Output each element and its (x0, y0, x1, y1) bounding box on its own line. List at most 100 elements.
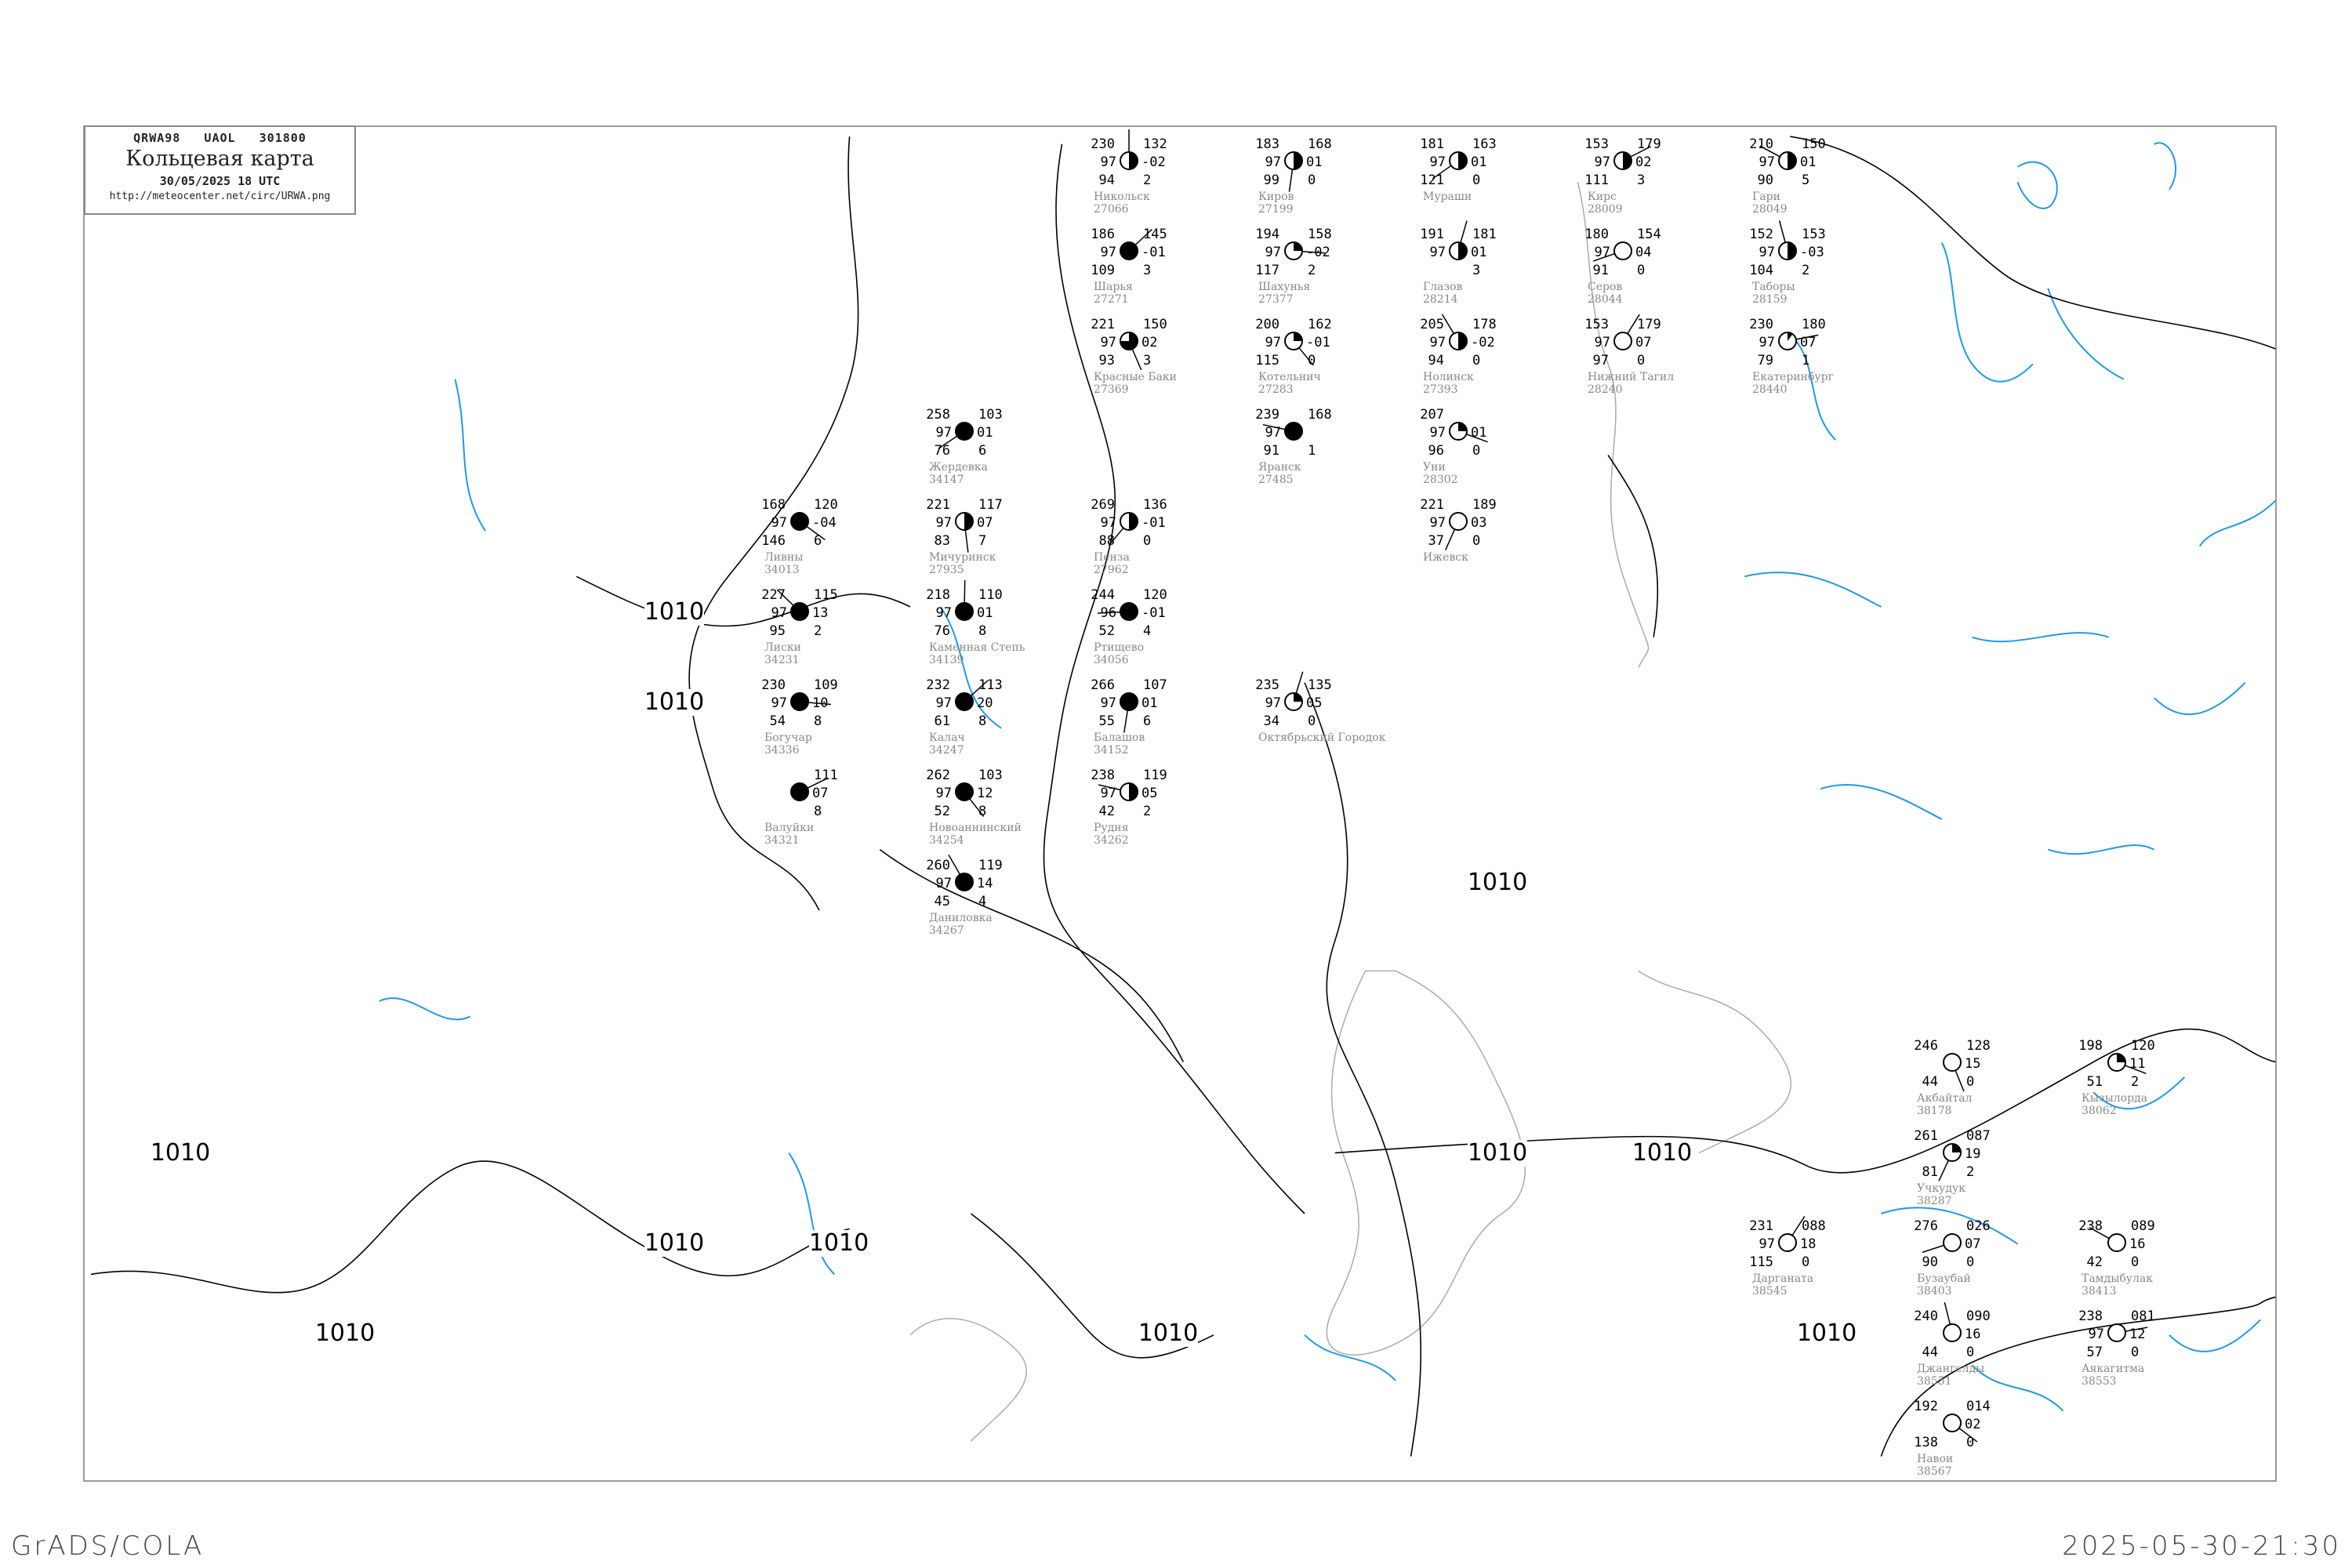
pressure-value: 145 (1143, 227, 1167, 242)
visibility-value: 4 (1143, 623, 1151, 639)
dewpoint-value: 90 (1758, 172, 1773, 188)
visibility-value: 1 (1308, 443, 1316, 459)
temperature-value: 191 (1420, 227, 1444, 242)
cloud-fraction-fill (964, 513, 973, 530)
pressure-value: 163 (1472, 136, 1497, 152)
pressure-tendency-base: 97 (1430, 154, 1446, 170)
station-name: Мичуринск (929, 551, 996, 564)
isobar-label-backing (1138, 1320, 1198, 1347)
station-name: Котельнич (1258, 371, 1321, 383)
pressure-change: -01 (1142, 515, 1166, 531)
pressure-tendency-base: 97 (1101, 786, 1116, 801)
pressure-value: 119 (1143, 768, 1167, 783)
station-name: Лиски (764, 641, 801, 654)
pressure-tendency-base: 97 (1759, 1236, 1775, 1252)
visibility-value: 0 (2131, 1254, 2139, 1270)
isobar-label-backing (1468, 1140, 1527, 1167)
wind-barb (1922, 1244, 1944, 1254)
station-id: 34139 (929, 654, 964, 666)
visibility-value: 8 (978, 804, 986, 819)
pressure-change: 16 (1965, 1327, 1980, 1342)
pressure-change: 01 (1471, 425, 1486, 441)
station-name: Нижний Тагил (1588, 371, 1674, 383)
isobar-label-backing (644, 689, 704, 716)
pressure-change: 13 (812, 605, 828, 621)
isobar-label: 1010 (1468, 1139, 1527, 1167)
pressure-change: 02 (1965, 1417, 1980, 1432)
station-id: 38413 (2082, 1285, 2117, 1298)
visibility-value: 1 (1802, 353, 1809, 368)
station-name: Бузаубай (1917, 1272, 1971, 1285)
station-id: 34247 (929, 744, 964, 757)
visibility-value: 6 (1143, 713, 1151, 729)
visibility-value: 0 (1472, 353, 1480, 368)
temperature-value: 230 (1091, 136, 1115, 152)
isobar-label: 1010 (315, 1319, 375, 1347)
visibility-value: 8 (978, 623, 986, 639)
pressure-tendency-base: 97 (1430, 335, 1446, 350)
pressure-tendency-base: 97 (936, 786, 952, 801)
dewpoint-value: 52 (1099, 623, 1115, 639)
station-name: Дарганата (1752, 1272, 1813, 1285)
pressure-value: 178 (1472, 317, 1497, 332)
isobar-label: 1010 (151, 1139, 210, 1167)
pressure-change: 07 (1965, 1236, 1980, 1252)
visibility-value: 6 (978, 443, 986, 459)
station-name: Жердевка (929, 461, 988, 474)
visibility-value: 0 (1802, 1254, 1809, 1270)
wind-barb (1630, 146, 1651, 158)
temperature-value: 221 (926, 497, 950, 513)
pressure-change: 07 (812, 786, 828, 801)
station-id: 28159 (1752, 293, 1788, 306)
temperature-value: 269 (1091, 497, 1115, 513)
temperature-value: 227 (761, 587, 786, 603)
pressure-value: 111 (814, 768, 838, 783)
cloud-fraction-fill (1458, 242, 1467, 260)
station-id: 34254 (929, 834, 964, 847)
cloud-cover-icon (1449, 512, 1468, 531)
station-name: Учкудук (1917, 1182, 1965, 1195)
cloud-cover-icon (1120, 692, 1138, 711)
station-id: 27962 (1094, 564, 1129, 576)
wind-barb (1958, 1428, 1978, 1443)
station-id: 28009 (1588, 203, 1623, 216)
isobar-label: 1010 (1797, 1319, 1857, 1347)
wind-barb (970, 680, 989, 697)
dewpoint-value: 54 (770, 713, 786, 729)
isobar-label-backing (1797, 1320, 1857, 1347)
pressure-change: -02 (1471, 335, 1495, 350)
pressure-tendency-base: 97 (1265, 695, 1281, 711)
cloud-fraction-fill (1294, 152, 1302, 169)
isobar-label: 1010 (644, 688, 704, 716)
pressure-change: 01 (1471, 245, 1486, 260)
station-id: 34267 (929, 924, 964, 937)
pressure-change: 04 (1635, 245, 1651, 260)
cloud-cover-icon (1120, 241, 1138, 260)
dewpoint-value: 94 (1099, 172, 1115, 188)
wind-barb (807, 777, 829, 789)
station-id: 27066 (1094, 203, 1129, 216)
wind-barb (1944, 1302, 1951, 1325)
visibility-value: 0 (1966, 1435, 1974, 1450)
pressure-value: 150 (1802, 136, 1826, 152)
wind-barb (938, 435, 958, 449)
temperature-value: 210 (1749, 136, 1773, 152)
station-id: 27271 (1094, 293, 1129, 306)
station-id: 38062 (2082, 1105, 2117, 1117)
pressure-change: 01 (1800, 154, 1816, 170)
wind-barb (1955, 1069, 1965, 1092)
cloud-fraction-fill (1458, 332, 1467, 350)
dewpoint-value: 44 (1922, 1345, 1938, 1360)
isobar-label-backing (151, 1140, 210, 1167)
station-name: Балашов (1094, 731, 1145, 744)
